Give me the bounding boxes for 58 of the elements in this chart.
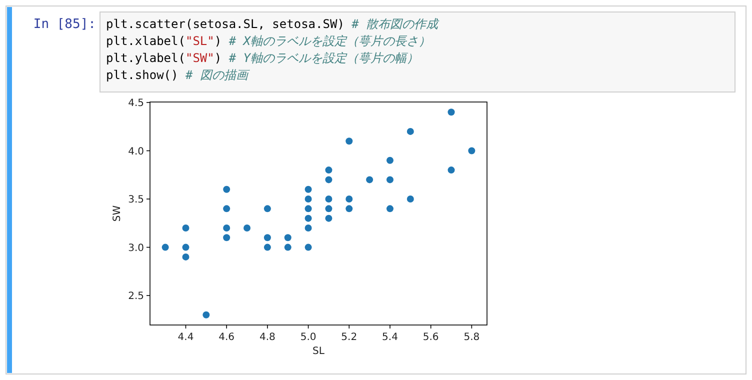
point	[406, 128, 414, 135]
x-axis-title: SL	[312, 346, 325, 357]
point	[448, 108, 455, 116]
point	[325, 176, 332, 184]
point	[264, 244, 271, 251]
point	[325, 214, 332, 222]
y-tick-label: 4.0	[128, 146, 144, 158]
point	[325, 166, 332, 174]
text: plt.xlabel("SL") # X軸のラベルを設定（萼片の長さ）	[106, 34, 431, 48]
point	[162, 244, 169, 251]
point	[386, 176, 394, 184]
point	[366, 176, 374, 184]
x-tick-label: 5.0	[300, 332, 316, 343]
point	[346, 196, 353, 203]
text: plt.ylabel("SW") # Y軸のラベルを設定（萼片の幅）	[106, 51, 419, 65]
x-tick-label: 5.2	[341, 332, 358, 343]
y-tick-label: 2.5	[128, 291, 144, 302]
x-tick-label: 5.4	[382, 332, 398, 343]
point	[284, 234, 292, 242]
point	[223, 186, 230, 193]
point	[223, 205, 230, 212]
point	[264, 205, 271, 212]
point	[386, 156, 394, 164]
point	[223, 234, 230, 242]
y-tick-label: 3.0	[128, 242, 144, 254]
text: plt.show() # 図の描画	[106, 68, 250, 82]
point	[346, 205, 353, 212]
y-tick-label: 4.5	[128, 98, 144, 109]
point	[304, 214, 312, 222]
x-tick-label: 4.4	[178, 332, 194, 343]
y-axis-title: SW	[112, 205, 123, 222]
x-tick-label: 5.6	[422, 332, 439, 343]
point	[304, 224, 312, 232]
point	[264, 234, 271, 242]
point	[304, 205, 312, 212]
point	[304, 244, 312, 251]
x-tick-label: 5.8	[464, 332, 480, 343]
y-tick-label: 3.5	[128, 194, 144, 206]
x-tick-label: 4.8	[259, 332, 276, 343]
point	[244, 224, 251, 232]
point	[223, 224, 230, 232]
point	[325, 205, 332, 212]
point	[182, 253, 190, 260]
text: In [85]:	[33, 17, 96, 32]
x-tick-label: 4.6	[218, 332, 235, 343]
text: plt.scatter(setosa.SL, setosa.SW) # 散布図の作成	[106, 17, 440, 31]
point	[182, 244, 190, 251]
point	[386, 205, 394, 212]
point	[325, 196, 332, 203]
point	[406, 196, 414, 203]
point	[448, 166, 455, 174]
point	[182, 224, 190, 232]
point	[346, 138, 353, 145]
point	[468, 147, 476, 154]
point	[202, 311, 210, 318]
point	[284, 244, 292, 251]
point	[304, 186, 312, 193]
point	[304, 196, 312, 203]
